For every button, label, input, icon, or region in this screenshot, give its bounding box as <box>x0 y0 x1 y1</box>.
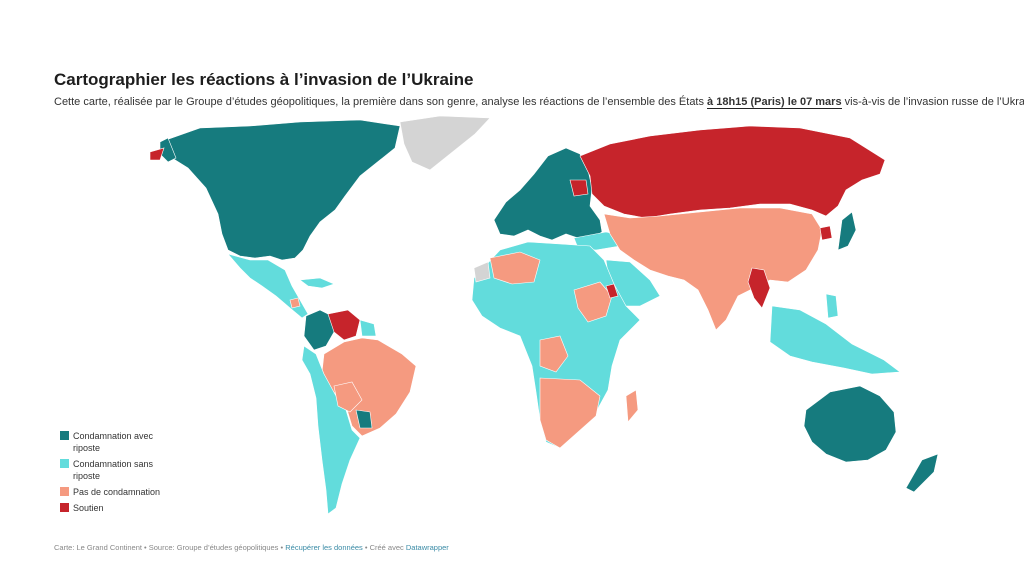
subtitle-date-highlight[interactable]: à 18h15 (Paris) le 07 mars <box>707 96 842 109</box>
subtitle-text-2: vis-à-vis de l’invasion russe de l’Ukrai… <box>841 96 1024 108</box>
legend-item-soutien: Soutien <box>60 502 170 514</box>
region-mexico-central-america[interactable] <box>227 253 309 319</box>
legend-swatch <box>60 487 69 496</box>
region-australia[interactable] <box>803 385 897 463</box>
datawrapper-link[interactable]: Datawrapper <box>405 543 449 552</box>
footer-source: Carte: Le Grand Continent • Source: Grou… <box>54 543 286 552</box>
legend-label: Soutien <box>73 503 104 513</box>
region-caribbean[interactable] <box>299 277 335 289</box>
region-africa-central[interactable] <box>539 335 569 373</box>
region-japan[interactable] <box>837 211 857 251</box>
legend-label: Pas de condamnation <box>73 487 161 497</box>
region-bolivia[interactable] <box>333 381 363 413</box>
region-philippines[interactable] <box>825 293 839 319</box>
footer-made-with: • Créé avec <box>362 543 406 552</box>
region-west-south-america[interactable] <box>301 345 361 515</box>
region-russia[interactable] <box>579 125 886 219</box>
region-paraguay[interactable] <box>355 409 373 429</box>
region-africa-east[interactable] <box>573 281 613 323</box>
legend-item-pas-de-condamnation: Pas de condamnation <box>60 486 170 498</box>
legend-label: Condamnation sans riposte <box>73 459 154 481</box>
region-venezuela[interactable] <box>327 309 361 341</box>
region-guianas[interactable] <box>359 319 377 337</box>
legend-item-condamnation-avec: Condamnation avec riposte <box>60 430 170 454</box>
footer-credits: Carte: Le Grand Continent • Source: Grou… <box>54 543 449 552</box>
world-map <box>149 115 939 515</box>
subtitle-text-1: Cette carte, réalisée par le Groupe d’ét… <box>54 96 708 108</box>
download-data-link[interactable]: Récupérer les données <box>285 543 363 552</box>
legend-swatch <box>60 503 69 512</box>
region-myanmar[interactable] <box>747 267 771 309</box>
region-eritrea[interactable] <box>605 283 619 299</box>
legend: Condamnation avec riposte Condamnation s… <box>60 430 170 518</box>
region-southeast-asia[interactable] <box>769 305 901 375</box>
region-western-sahara[interactable] <box>473 261 491 283</box>
legend-label: Condamnation avec riposte <box>73 431 154 453</box>
region-north-america[interactable] <box>165 119 401 261</box>
legend-swatch <box>60 431 69 440</box>
region-north-korea[interactable] <box>819 225 833 241</box>
region-belarus[interactable] <box>569 179 589 197</box>
region-nicaragua[interactable] <box>289 297 301 309</box>
region-russia-east-tip[interactable] <box>149 147 165 161</box>
region-madagascar[interactable] <box>625 389 639 423</box>
region-europe[interactable] <box>493 147 603 241</box>
region-africa-west[interactable] <box>489 251 541 285</box>
region-new-zealand[interactable] <box>905 453 939 493</box>
region-africa-south-central[interactable] <box>539 377 601 449</box>
region-colombia[interactable] <box>303 309 335 351</box>
legend-item-condamnation-sans: Condamnation sans riposte <box>60 458 170 482</box>
chart-title: Cartographier les réactions à l’invasion… <box>54 70 474 89</box>
region-greenland[interactable] <box>399 115 491 171</box>
chart-subtitle: Cette carte, réalisée par le Groupe d’ét… <box>54 96 1024 109</box>
legend-swatch <box>60 459 69 468</box>
